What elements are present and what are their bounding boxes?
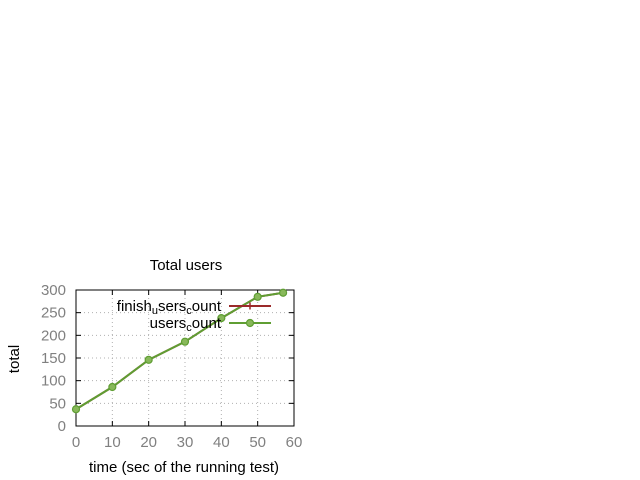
- point-marker: [108, 382, 117, 392]
- x-tick-label: 50: [249, 434, 266, 451]
- y-tick-label: 300: [41, 282, 66, 299]
- x-tick-label: 10: [104, 434, 121, 451]
- series-layer: [71, 288, 288, 414]
- x-tick-label: 60: [286, 434, 303, 451]
- legend-label-part: ount: [192, 315, 222, 332]
- legend-entry: userscount: [150, 315, 271, 334]
- point-marker: [71, 405, 81, 414]
- point-marker: [245, 318, 255, 328]
- point-marker: [253, 292, 262, 301]
- y-tick-label: 100: [41, 373, 66, 390]
- y-tick-label: 50: [49, 395, 66, 412]
- x-axis-label: time (sec of the running test): [89, 459, 279, 476]
- y-tick-label: 0: [58, 418, 66, 435]
- point-marker: [180, 337, 190, 346]
- point-marker: [217, 314, 226, 323]
- point-marker: [279, 288, 288, 297]
- y-tick-label: 250: [41, 305, 66, 322]
- legend-label-part: sers: [158, 298, 186, 315]
- x-tick-label: 40: [213, 434, 230, 451]
- legend-label-part: finish: [117, 298, 152, 315]
- legend-label: finishuserscount: [117, 298, 222, 317]
- legend-label-subscript: c: [186, 305, 192, 317]
- x-tick-label: 30: [177, 434, 194, 451]
- y-tick-label: 150: [41, 350, 66, 367]
- legend-entry: finishuserscount: [117, 298, 271, 317]
- legend-label-part: users: [150, 315, 187, 332]
- axis-ticks: 0 10 20 30 40 50 60 0 50 100 150 200 250 300: [41, 282, 302, 451]
- series-1: [71, 288, 288, 414]
- y-tick-label: 200: [41, 327, 66, 344]
- legend-label-part: ount: [192, 298, 222, 315]
- legend-label-subscript: u: [152, 305, 158, 317]
- x-tick-label: 0: [72, 434, 80, 451]
- legend-label: userscount: [150, 315, 222, 334]
- y-axis-label: total: [6, 345, 23, 373]
- legend-label-subscript: c: [186, 322, 192, 334]
- chart-title: Total users: [150, 257, 223, 274]
- point-marker: [144, 355, 153, 364]
- x-tick-label: 20: [140, 434, 157, 451]
- point-marker: [246, 302, 254, 310]
